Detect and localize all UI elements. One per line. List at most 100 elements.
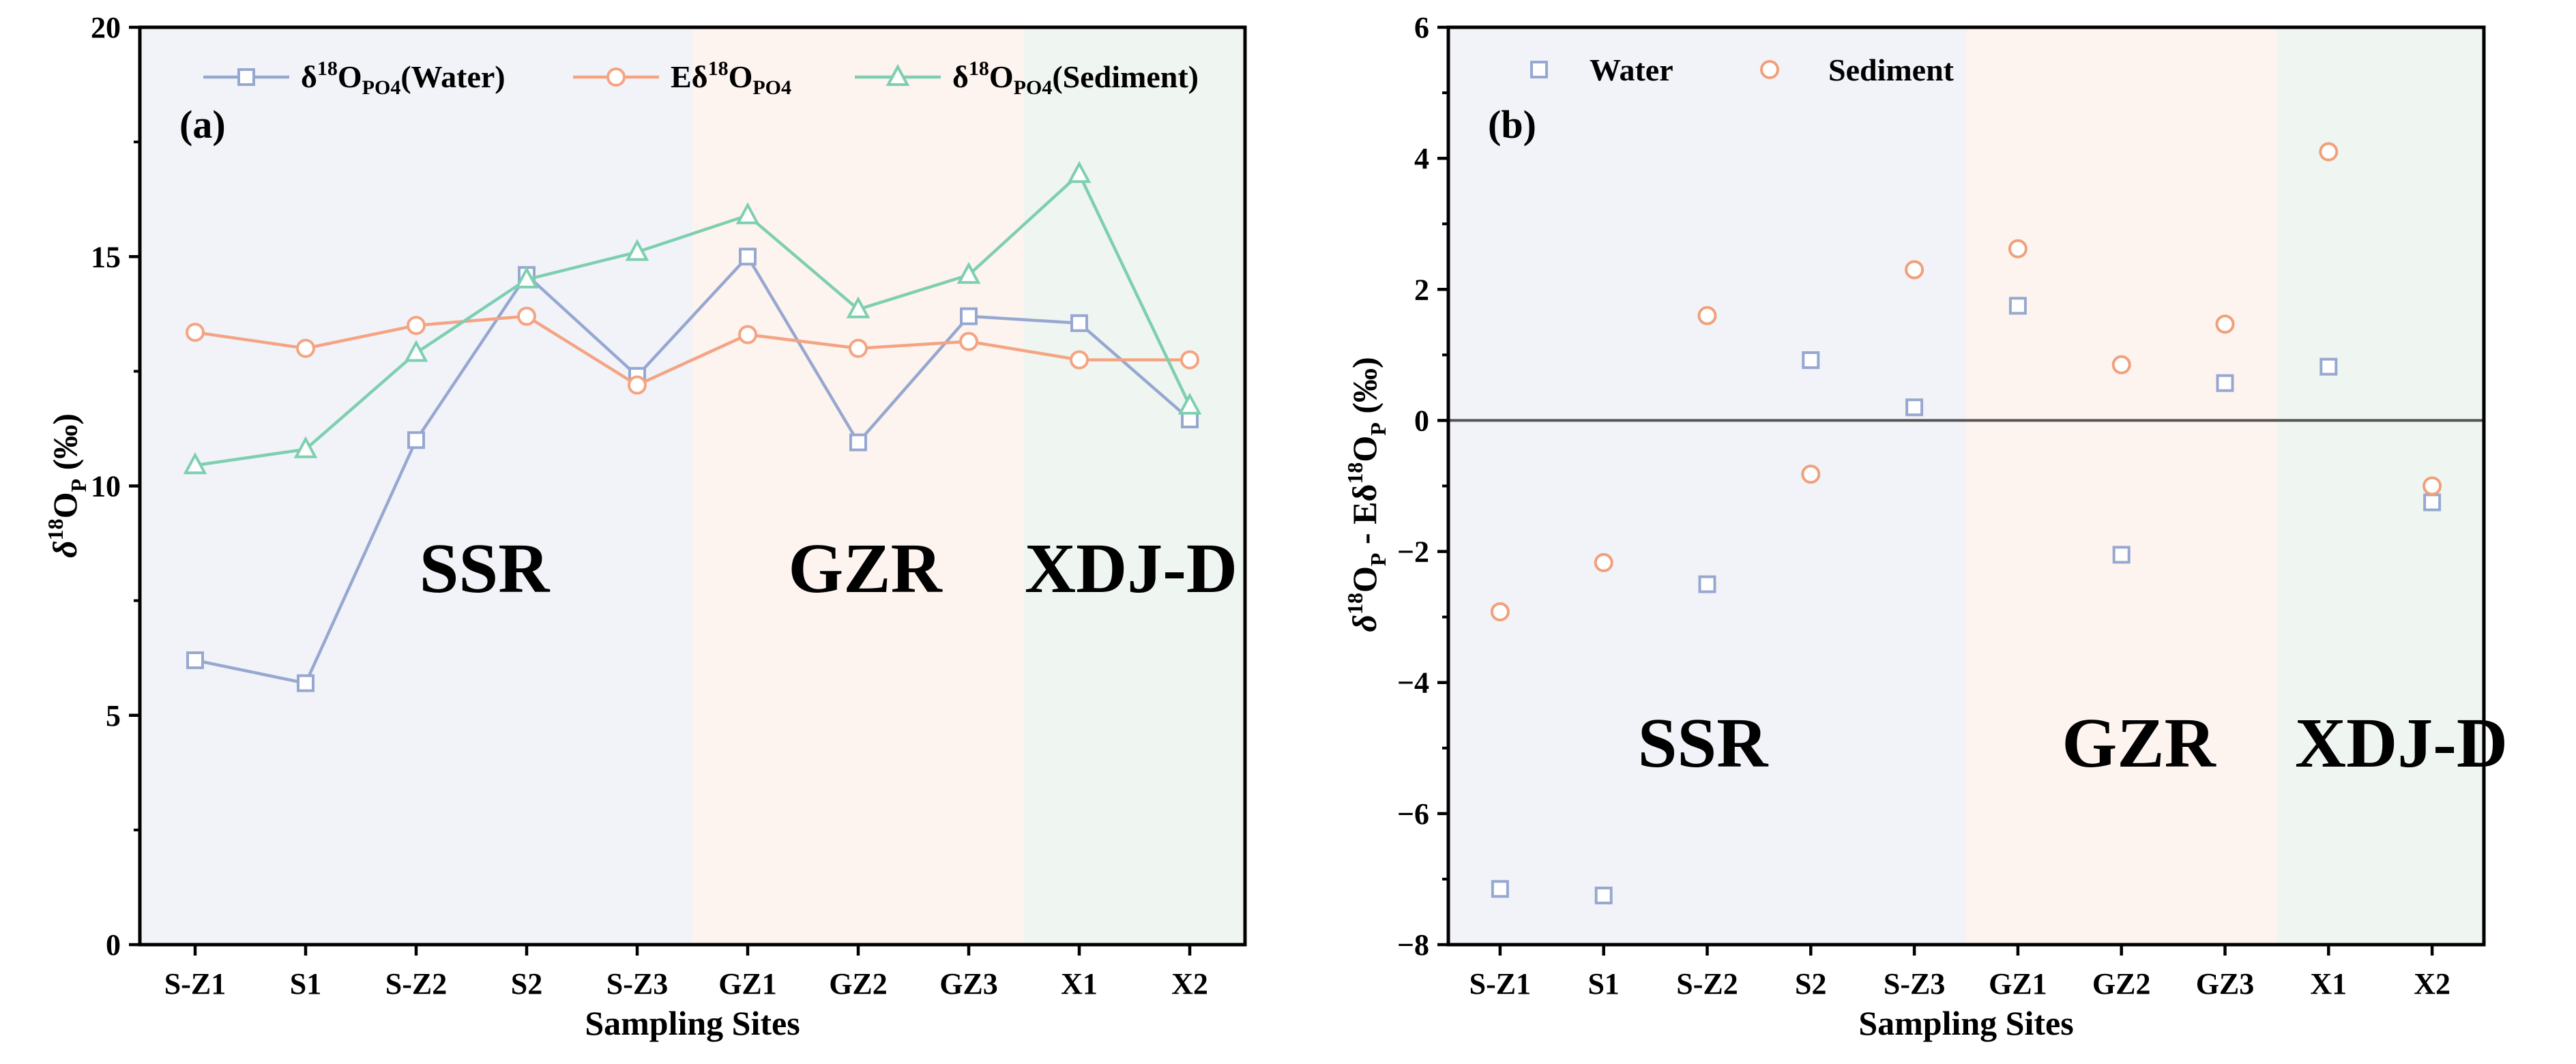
series-line-opo-water [194, 254, 1191, 685]
point-opo-water-s1 [297, 674, 314, 692]
point-opo-water-gz1 [739, 248, 757, 266]
y-title-sup: 18 [1343, 593, 1367, 615]
point-opo-sediment-gz1 [735, 202, 760, 224]
region-band-gzr [1966, 27, 2277, 945]
region-band-xdj-d [2277, 27, 2484, 945]
legend-base: δ [952, 59, 969, 94]
region-label-ssr: SSR [420, 529, 551, 608]
point-e-opo-s2 [517, 306, 536, 326]
y-tick-label: 15 [91, 240, 121, 274]
x-tick-label-x1: X1 [1061, 967, 1098, 1001]
panel-label: (a) [179, 102, 226, 147]
legend-marker-1 [606, 68, 626, 87]
point-sediment-s1 [1594, 552, 1613, 572]
point-sediment-gz1 [2008, 239, 2028, 258]
x-tick-label-gz3: GZ3 [2196, 967, 2255, 1001]
point-e-opo-x2 [1180, 350, 1199, 370]
point-opo-water-x1 [1070, 314, 1088, 332]
point-opo-sediment-gz3 [956, 261, 981, 284]
point-water-s-z3 [1905, 398, 1924, 417]
legend-marker-0 [1530, 61, 1548, 78]
y-title-sub: P [66, 479, 91, 492]
x-axis-title: Sampling Sites [1858, 1004, 2073, 1042]
region-label-gzr: GZR [788, 529, 943, 608]
point-e-opo-s-z2 [407, 316, 426, 336]
region-label-xdj-d: XDJ-D [2295, 704, 2508, 782]
y-title-unit: (‰) [1345, 357, 1384, 422]
legend-o: O [338, 59, 362, 94]
region-band-xdj-d [1024, 27, 1245, 945]
legend-o: O [989, 59, 1014, 94]
y-title-sup2: 18 [1343, 462, 1367, 484]
y-tick-label: −4 [1397, 666, 1429, 700]
legend-label-1: Eδ18OPO4 [671, 57, 791, 99]
x-tick-label-s-z3: S-Z3 [606, 967, 668, 1001]
point-opo-sediment-s2 [514, 266, 539, 289]
region-label-gzr: GZR [2062, 704, 2216, 782]
panel-label: (b) [1488, 102, 1536, 147]
x-tick-label-s1: S1 [290, 967, 321, 1001]
point-water-s2 [1802, 351, 1820, 370]
point-water-x2 [2423, 493, 2442, 512]
y-tick-label: 0 [106, 928, 121, 962]
point-water-gz3 [2216, 374, 2234, 392]
point-sediment-s2 [1801, 464, 1821, 484]
point-opo-water-gz3 [960, 307, 978, 325]
point-e-opo-gz1 [738, 325, 757, 344]
x-tick-label-s-z2: S-Z2 [385, 967, 447, 1001]
point-e-opo-s-z1 [186, 323, 205, 342]
x-tick-label-s2: S2 [511, 967, 542, 1001]
y-title-sup: 18 [43, 518, 68, 540]
y-axis-title: δ18OP (‰) [43, 413, 91, 558]
y-tick-label: 0 [1414, 404, 1429, 437]
panel-b-scatter-chart: SSR GZR XDJ-D −8 −6 −4 −2 0 2 4 6 S-Z1 S1 S-Z2 S2 S-Z3 G… [1343, 11, 2508, 1042]
legend-sup: 18 [317, 57, 338, 80]
y-axis-title: δ18OP - Eδ18OP (‰) [1343, 357, 1390, 632]
x-tick-label-gz1: GZ1 [718, 967, 777, 1001]
legend-sup: 18 [969, 57, 989, 80]
x-tick-label-s-z1: S-Z1 [1469, 967, 1531, 1001]
y-tick-label: 4 [1414, 142, 1429, 175]
y-tick-label: −6 [1397, 797, 1429, 831]
y-title-o: O [46, 492, 84, 518]
y-title-sub2: P [1366, 422, 1390, 436]
legend-label-0: δ18OPO4(Water) [301, 57, 506, 99]
y-title-sub: P [1366, 553, 1390, 567]
panel-a-line-chart: SSR GZR XDJ-D 0 5 10 15 20 S-Z1 S1 S-Z2 S2 S-Z3 GZ1 GZ… [43, 11, 1247, 1042]
legend-sub: PO4 [362, 76, 401, 99]
point-water-gz2 [2112, 546, 2131, 564]
point-opo-sediment-x2 [1177, 392, 1202, 415]
legend: δ18OPO4(Water) Eδ18OPO4 δ18OPO4(Sediment) [203, 57, 1199, 99]
point-e-opo-x1 [1070, 350, 1089, 370]
point-water-s-z1 [1491, 880, 1509, 898]
point-opo-sediment-s1 [293, 436, 318, 458]
y-tick-label: 20 [91, 11, 121, 44]
y-title-unit: (‰) [46, 413, 84, 479]
point-e-opo-s-z3 [628, 375, 647, 395]
region-band-ssr [140, 27, 692, 945]
point-water-x1 [2319, 357, 2338, 376]
x-tick-label-s-z1: S-Z1 [164, 967, 226, 1001]
x-tick-label-gz1: GZ1 [1989, 967, 2047, 1001]
point-opo-sediment-s-z1 [183, 452, 207, 475]
legend-sub: PO4 [752, 76, 791, 99]
point-sediment-gz2 [2111, 355, 2131, 374]
y-title-delta: δ [46, 540, 84, 558]
point-opo-water-gz2 [849, 433, 867, 452]
y-title-o: O [1345, 566, 1384, 593]
point-opo-water-s-z1 [186, 651, 204, 670]
legend-base: Eδ [671, 59, 708, 94]
legend-label-0: Water [1590, 53, 1673, 87]
y-tick-label: 5 [106, 699, 121, 733]
x-tick-label-s2: S2 [1795, 967, 1826, 1001]
x-tick-label-gz2: GZ2 [829, 967, 888, 1001]
legend-label-1: Sediment [1828, 53, 1955, 87]
point-opo-sediment-x1 [1067, 160, 1092, 183]
point-opo-sediment-s-z2 [404, 340, 428, 362]
x-tick-label-s-z2: S-Z2 [1676, 967, 1738, 1001]
series-line-opo-sediment [194, 171, 1192, 467]
point-e-opo-gz3 [959, 331, 978, 351]
point-sediment-s-z2 [1697, 306, 1717, 325]
y-title-delta: δ [1345, 615, 1384, 632]
